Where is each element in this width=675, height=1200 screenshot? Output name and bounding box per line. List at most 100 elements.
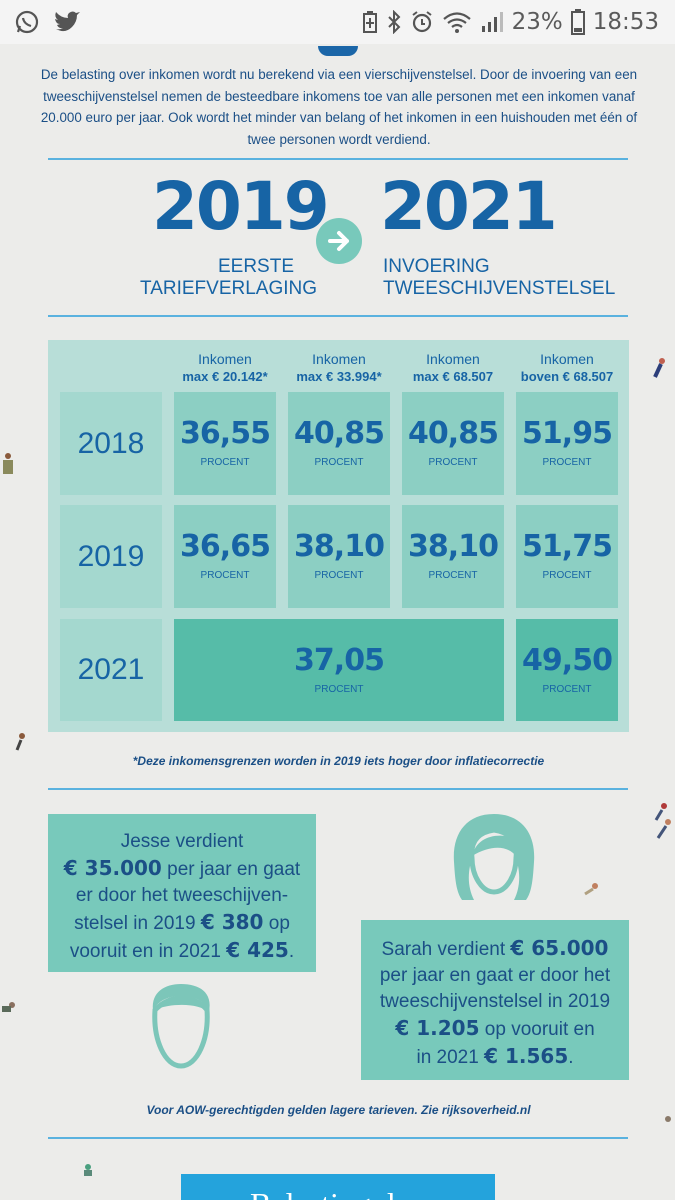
rate-unit: PROCENT (428, 457, 478, 468)
decorative-figure-icon (646, 802, 674, 851)
column-header: Inkomen max € 33.994* (288, 350, 390, 386)
row-year-2018: 2018 (60, 392, 162, 495)
divider (48, 1137, 628, 1139)
from-caption-line1: EERSTE (217, 256, 294, 277)
jesse-income: € 35.000 (63, 856, 162, 880)
decorative-figure-icon (0, 1000, 18, 1023)
from-year: 2019 (152, 168, 330, 245)
sarah-text: op vooruit en (479, 1019, 595, 1040)
divider (48, 158, 628, 160)
divider (48, 788, 628, 790)
rate-cell: 36,65 PROCENT (174, 505, 276, 608)
sarah-text: in 2021 (416, 1047, 485, 1068)
rate-unit: PROCENT (314, 570, 364, 581)
decorative-figure-icon (80, 1162, 96, 1183)
column-range: max € 33.994* (296, 369, 382, 384)
rate-unit: PROCENT (314, 457, 364, 468)
rate-value: 37,05 (294, 643, 385, 678)
rate-unit: PROCENT (542, 684, 592, 695)
rate-value: 36,65 (180, 529, 271, 564)
column-header: Inkomen max € 68.507 (402, 350, 504, 386)
column-header: Inkomen max € 20.142* (174, 350, 276, 386)
decorative-figure-icon (14, 732, 28, 759)
rate-value: 40,85 (408, 416, 499, 451)
jesse-line: stelsel in 2019 € 380 op (48, 909, 316, 937)
sarah-text: tweeschijvenstelsel in 2019 (379, 991, 611, 1012)
jesse-text: . (288, 941, 295, 962)
sarah-gain-2021: € 1.565 (484, 1044, 569, 1068)
sarah-example-box: Sarah verdient € 65.000 per jaar en gaat… (361, 920, 629, 1080)
jesse-text: per jaar en gaat (161, 859, 301, 880)
rate-cell: 40,85 PROCENT (402, 392, 504, 495)
rate-cell: 51,95 PROCENT (516, 392, 618, 495)
jesse-text: stelsel in 2019 (74, 913, 201, 934)
from-caption: EERSTE TARIEFVERLAGING (140, 256, 318, 300)
whatsapp-icon (14, 9, 40, 35)
column-header: Inkomen boven € 68.507 (516, 350, 618, 386)
man-avatar-icon (145, 980, 217, 1081)
intro-text: De belasting over inkomen wordt nu berek… (40, 67, 638, 147)
column-label: Inkomen (540, 351, 594, 367)
sarah-line: tweeschijvenstelsel in 2019 (361, 989, 629, 1015)
divider (48, 315, 628, 317)
sarah-text: . (568, 1047, 574, 1068)
column-label: Inkomen (312, 351, 366, 367)
battery-icon (570, 9, 585, 35)
jesse-line: Jesse verdient (48, 829, 316, 855)
sarah-text: per jaar en gaat er door het (379, 965, 611, 986)
to-caption-line1: INVOERING (383, 256, 490, 277)
rate-unit: PROCENT (314, 684, 364, 695)
rate-unit: PROCENT (542, 570, 592, 581)
rate-value: 36,55 (180, 416, 271, 451)
sarah-line: per jaar en gaat er door het (361, 963, 629, 989)
rate-cell: 49,50 PROCENT (516, 619, 618, 721)
jesse-text: vooruit en in 2021 (69, 941, 227, 962)
row-year-2021: 2021 (60, 619, 162, 721)
table-footnote: *Deze inkomensgrenzen worden in 2019 iet… (132, 754, 545, 768)
from-caption-line2: TARIEFVERLAGING (140, 278, 318, 299)
battery-percent: 23% (511, 9, 563, 35)
to-caption: INVOERING TWEESCHIJVENSTELSEL (383, 256, 623, 300)
bluetooth-icon (386, 10, 402, 34)
jesse-gain-2021: € 425 (226, 938, 289, 962)
to-caption-line2: TWEESCHIJVENSTELSEL (383, 278, 616, 299)
rate-unit: PROCENT (428, 570, 478, 581)
rate-unit: PROCENT (200, 570, 250, 581)
clock-time: 18:53 (592, 9, 659, 35)
row-year-2019: 2019 (60, 505, 162, 608)
decorative-figure-icon (662, 1114, 674, 1133)
alarm-icon (410, 10, 434, 34)
rate-cell-merged: 37,05 PROCENT (174, 619, 504, 721)
sarah-line: € 1.205 op vooruit en (361, 1015, 629, 1043)
rate-cell: 40,85 PROCENT (288, 392, 390, 495)
rate-value: 49,50 (522, 643, 613, 678)
rate-value: 38,10 (408, 529, 499, 564)
rate-value: 51,95 (522, 416, 613, 451)
column-label: Inkomen (198, 351, 252, 367)
column-range: boven € 68.507 (520, 369, 614, 384)
jesse-line: vooruit en in 2021 € 425. (48, 937, 316, 965)
aow-note: Voor AOW-gerechtigden gelden lagere tari… (146, 1103, 531, 1117)
signal-icon (480, 10, 504, 34)
decorative-figure-icon (651, 357, 667, 386)
rate-value: 38,10 (294, 529, 385, 564)
decorative-figure-icon (582, 882, 600, 903)
jesse-gain-2019: € 380 (200, 910, 264, 934)
rate-value: 51,75 (522, 529, 613, 564)
sarah-text: Sarah verdient (381, 939, 511, 960)
jesse-line: er door het tweeschijven- (48, 883, 316, 909)
rate-cell: 38,10 PROCENT (402, 505, 504, 608)
column-range: max € 20.142* (182, 369, 268, 384)
sarah-income: € 65.000 (510, 936, 609, 960)
rate-cell: 51,75 PROCENT (516, 505, 618, 608)
wifi-icon (442, 10, 472, 34)
jesse-text: Jesse verdient (120, 831, 244, 852)
to-year: 2021 (380, 168, 558, 245)
arrow-right-icon (316, 218, 362, 264)
top-decoration (318, 46, 358, 56)
jesse-example-box: Jesse verdient € 35.000 per jaar en gaat… (48, 814, 316, 972)
rate-cell: 38,10 PROCENT (288, 505, 390, 608)
twitter-icon (54, 10, 82, 34)
belastingplan-button[interactable]: Belastingplan (181, 1174, 495, 1200)
battery-saver-icon (362, 10, 378, 34)
